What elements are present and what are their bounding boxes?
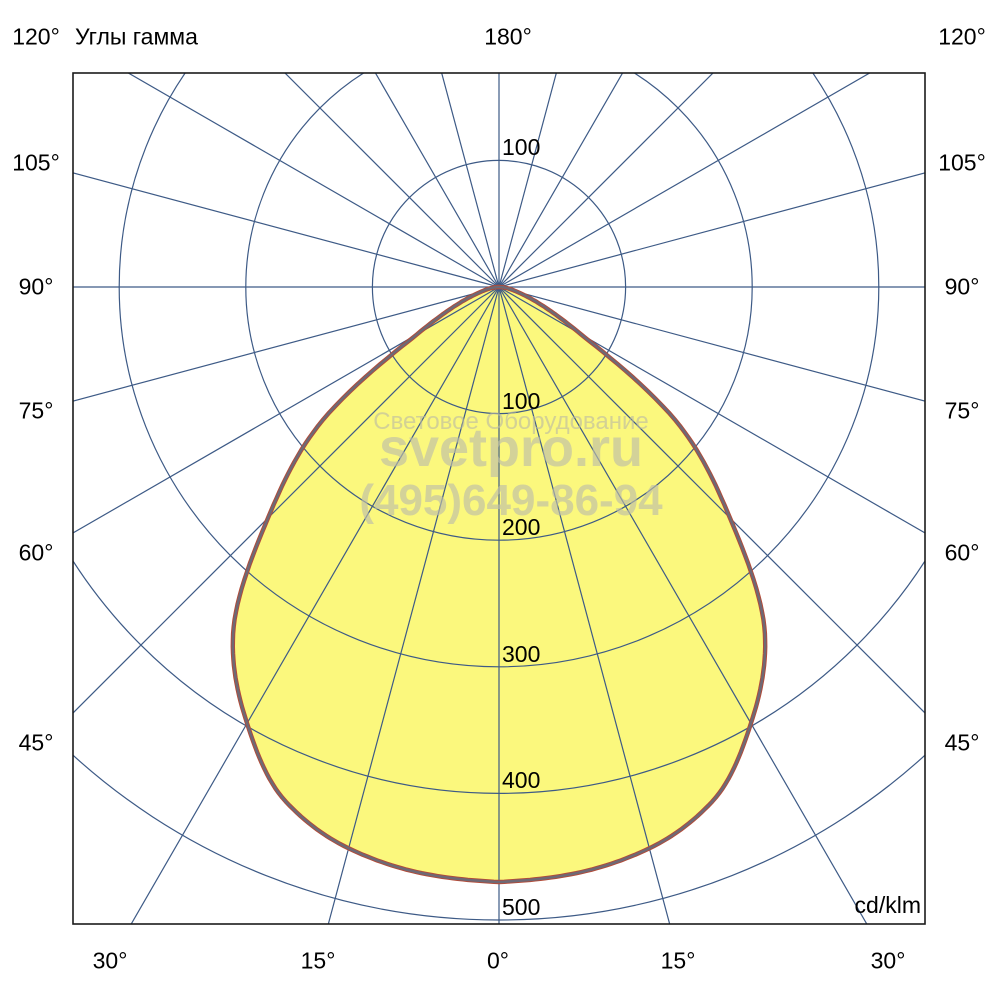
axis-label-right-75: 75° — [944, 397, 980, 424]
ring-label-500: 500 — [502, 894, 541, 920]
watermark-line-3: (495)649-86-94 — [359, 476, 663, 525]
axis-label-left-60: 60° — [18, 539, 54, 566]
axis-label-bottom-15-right: 15° — [660, 947, 696, 974]
chart-title: Углы гамма — [75, 23, 198, 50]
ring-label-200: 200 — [502, 514, 541, 540]
axis-label-bottom-30-right: 30° — [870, 947, 906, 974]
axis-label-left-105: 105° — [12, 149, 60, 176]
axis-label-right-60: 60° — [944, 539, 980, 566]
axis-label-right-45: 45° — [944, 729, 980, 756]
axis-label-bottom-30-left: 30° — [92, 947, 128, 974]
axis-label-right-105: 105° — [938, 149, 986, 176]
axis-label-right-90: 90° — [944, 273, 980, 300]
ring-label-400: 400 — [502, 767, 541, 793]
axis-label-bottom-0: 0° — [487, 947, 509, 974]
axis-label-top-right-120: 120° — [938, 23, 986, 50]
axis-label-left-90: 90° — [18, 273, 54, 300]
watermark-line-1: Световое Оборудование — [373, 408, 649, 435]
unit-label: cd/klm — [854, 892, 921, 918]
axis-label-bottom-15-left: 15° — [300, 947, 336, 974]
axis-label-top-180: 180° — [484, 23, 532, 50]
ring-label-100-upper: 100 — [502, 134, 541, 160]
axis-label-left-75: 75° — [18, 397, 54, 424]
axis-label-left-45: 45° — [18, 729, 54, 756]
watermark-line-2: svetpro.ru — [378, 418, 644, 478]
ring-label-300: 300 — [502, 641, 541, 667]
axis-label-top-left-120: 120° — [12, 23, 60, 50]
ring-label-100: 100 — [502, 388, 541, 414]
